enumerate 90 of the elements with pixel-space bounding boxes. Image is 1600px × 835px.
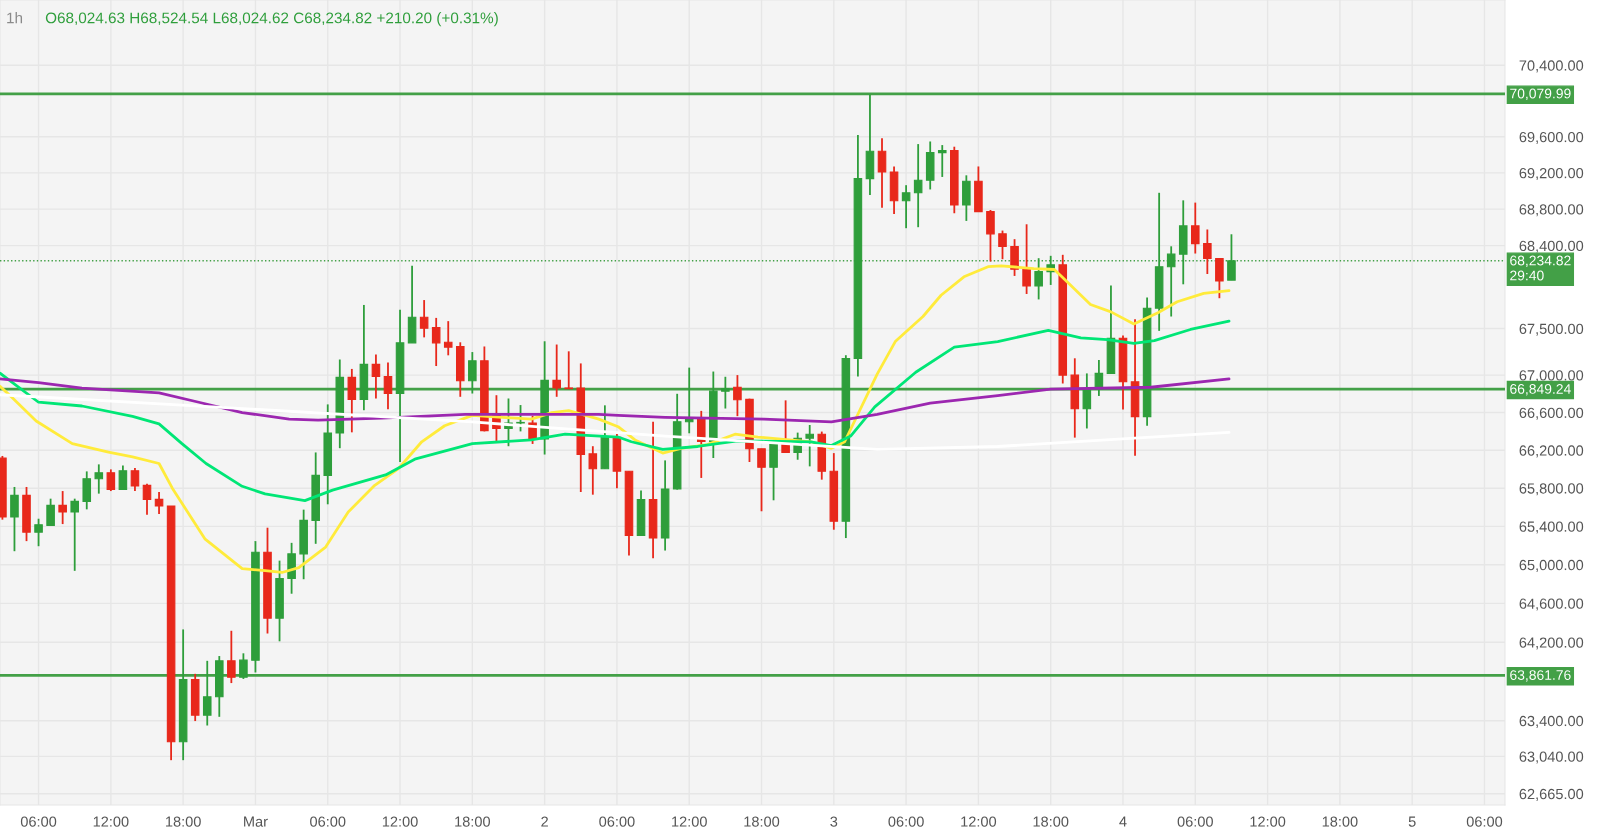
- candlestick: [1215, 257, 1224, 300]
- candlestick: [901, 184, 911, 230]
- candlestick: [118, 464, 128, 491]
- candlestick: [34, 517, 43, 548]
- candlestick: [419, 299, 429, 339]
- candlestick: [1022, 223, 1031, 295]
- candlestick: [239, 652, 248, 680]
- candlestick: [154, 491, 164, 515]
- candlestick: [588, 445, 598, 496]
- x-tick-label: 12:00: [672, 816, 707, 827]
- candlestick: [468, 351, 477, 395]
- candlestick: [552, 343, 561, 398]
- candlestick: [142, 482, 152, 516]
- candlestick: [82, 470, 92, 511]
- candlestick: [986, 209, 995, 263]
- x-tick-label: 06:00: [599, 816, 635, 827]
- candlestick: [937, 144, 947, 178]
- candlestick: [227, 629, 236, 684]
- candlestick: [431, 316, 441, 367]
- x-tick-label: 18:00: [455, 816, 491, 827]
- x-tick-label: 06:00: [1177, 816, 1213, 827]
- candlestick: [94, 463, 104, 495]
- x-tick-label: 06:00: [888, 816, 924, 827]
- candlestick: [516, 404, 525, 433]
- candlestick: [913, 143, 923, 229]
- candlestick: [757, 447, 766, 513]
- candlestick: [1227, 233, 1236, 282]
- candlestick: [733, 374, 742, 418]
- x-tick-label: 12:00: [1250, 816, 1286, 827]
- y-tick-label: 64,200.00: [1519, 637, 1584, 650]
- y-tick-label: 67,000.00: [1519, 370, 1584, 383]
- y-tick-label: 65,000.00: [1519, 559, 1584, 572]
- y-tick-label: 62,665.00: [1519, 788, 1584, 801]
- candlestick: [443, 320, 453, 357]
- y-tick-label: 66,200.00: [1519, 445, 1584, 458]
- y-tick-label: 68,800.00: [1519, 204, 1584, 217]
- candlestick: [1191, 201, 1200, 255]
- text: 1h: [7, 12, 23, 24]
- candlestick: [1034, 257, 1043, 301]
- x-tick-label: 2: [541, 816, 548, 827]
- ref-line-label: 66,849.24: [1510, 384, 1571, 396]
- x-tick-label: 3: [830, 816, 838, 827]
- candlestick: [347, 368, 357, 434]
- x-tick-label: 12:00: [961, 816, 997, 827]
- candlestick: [58, 490, 67, 525]
- candlestick: [383, 361, 393, 411]
- x-tick-label: 18:00: [1322, 816, 1358, 827]
- x-tick-label: Mar: [244, 816, 268, 827]
- x-tick-label: 18:00: [166, 816, 201, 827]
- x-tick-label: 18:00: [1033, 816, 1069, 827]
- x-tick-label: 06:00: [310, 816, 346, 827]
- candlestick: [1203, 228, 1212, 275]
- y-tick-label: 65,400.00: [1519, 521, 1584, 534]
- candlestick: [998, 229, 1007, 261]
- y-tick-label: 63,040.00: [1519, 751, 1584, 764]
- y-tick-label: 64,600.00: [1519, 598, 1584, 611]
- candlestick: [564, 350, 574, 391]
- y-tick-label: 70,400.00: [1519, 60, 1584, 73]
- ref-line-label: 70,079.99: [1510, 88, 1571, 101]
- candlestick: [962, 174, 971, 222]
- ref-line-label: 63,861.76: [1510, 670, 1571, 682]
- candlestick: [46, 497, 55, 527]
- y-tick-label: 67,500.00: [1519, 323, 1584, 336]
- y-tick-label: 68,400.00: [1519, 240, 1584, 253]
- annotation: O68,024.63 H68,524.54 L68,024.62 C68,234.82 +210.20 (+0.31%): [45, 12, 498, 27]
- candlestick: [106, 468, 116, 492]
- candlestick: [877, 137, 887, 209]
- candlestick: [1082, 372, 1092, 430]
- y-tick-label: 69,200.00: [1519, 167, 1584, 181]
- y-tick-label: 69,600.00: [1519, 131, 1584, 144]
- candlestick: [805, 424, 815, 468]
- x-tick-label: 06:00: [20, 816, 57, 827]
- candlestick: [130, 467, 140, 492]
- candlestick: [371, 353, 381, 400]
- x-tick-label: 4: [1119, 816, 1127, 827]
- y-tick-label: 65,800.00: [1519, 483, 1584, 496]
- y-tick-label: 66,600.00: [1519, 407, 1584, 420]
- x-tick-label: 18:00: [744, 816, 780, 827]
- candlestick: [10, 486, 19, 553]
- y-tick-label: 63,400.00: [1519, 715, 1584, 728]
- x-tick-label: 06:00: [1466, 816, 1503, 827]
- candlestick: [202, 659, 212, 727]
- candlestick: [1166, 245, 1176, 318]
- x-tick-label: 12:00: [382, 816, 418, 827]
- candlestick: [1010, 238, 1019, 277]
- ref-line-label: 68,234.82 29:40: [1510, 255, 1571, 281]
- x-tick-label: 12:00: [93, 816, 129, 827]
- x-tick-label: 5: [1408, 816, 1416, 827]
- candlestick: [70, 497, 79, 572]
- candlestick: [721, 375, 730, 410]
